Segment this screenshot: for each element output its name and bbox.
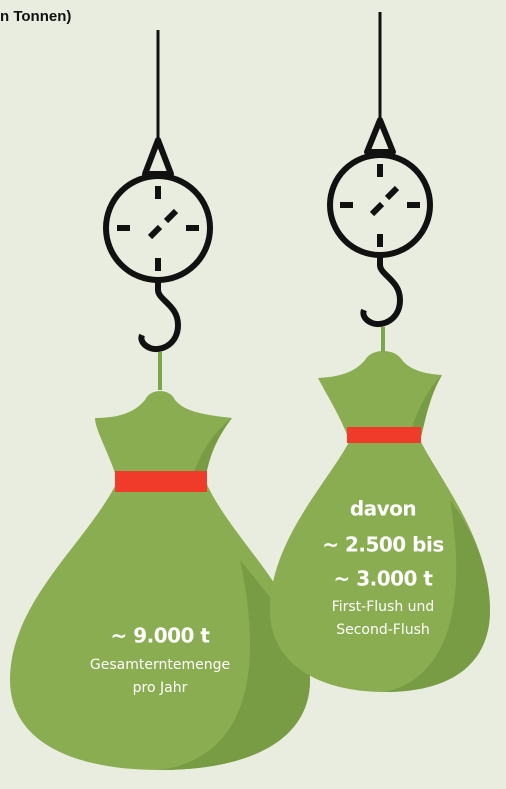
bag-2-line: First-Flush und [332, 599, 435, 615]
bag-2-line: ~ 2.500 bis [322, 533, 444, 557]
bag-1-line: pro Jahr [133, 680, 188, 696]
page: n Tonnen) ~ 9.000 t Gesamterntemenge pro… [0, 0, 506, 789]
infographic: n Tonnen) ~ 9.000 t Gesamterntemenge pro… [0, 0, 506, 789]
bag-2-line: davon [350, 497, 416, 521]
bag-1-line: Gesamterntemenge [90, 657, 230, 673]
bag-2-line: ~ 3.000 t [333, 567, 433, 591]
title: n Tonnen) [0, 8, 71, 25]
bag-2-line: Second-Flush [336, 622, 430, 638]
bag-1-line: ~ 9.000 t [110, 624, 210, 648]
